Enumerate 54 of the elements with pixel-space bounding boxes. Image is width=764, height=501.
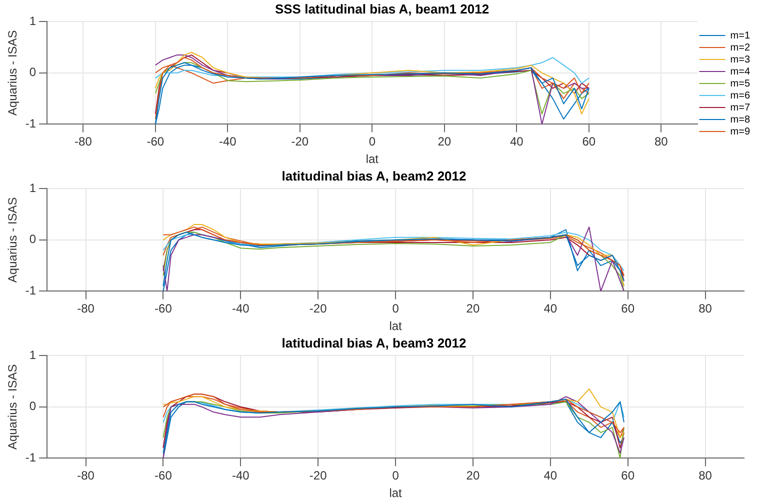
- x-tick-label: 60: [621, 468, 635, 483]
- legend-label: m=1: [730, 30, 750, 42]
- x-tick-label: 60: [621, 302, 635, 316]
- x-tick-label: 0: [392, 302, 400, 316]
- legend-label: m=2: [730, 42, 750, 54]
- x-tick-label: 0: [392, 468, 400, 483]
- y-tick-label: -1: [25, 116, 36, 131]
- x-tick-label: 0: [368, 134, 376, 149]
- y-tick-label: 0: [29, 65, 36, 80]
- x-tick-label: -80: [74, 134, 92, 149]
- y-tick-label: 1: [29, 14, 36, 28]
- x-tick-label: -60: [154, 302, 172, 316]
- x-tick-label: -60: [154, 468, 172, 483]
- x-tick-label: -20: [309, 468, 328, 483]
- chart-title: SSS latitudinal bias A, beam1 2012: [274, 1, 490, 16]
- x-tick-label: 80: [654, 134, 668, 149]
- legend-label: m=3: [730, 54, 750, 66]
- x-tick-label: -40: [232, 302, 250, 316]
- x-tick-label: 40: [510, 134, 524, 149]
- chart-title: latitudinal bias A, beam2 2012: [282, 168, 466, 184]
- legend-label: m=6: [730, 90, 750, 102]
- x-tick-label: 80: [698, 302, 712, 316]
- y-tick-label: 0: [29, 232, 36, 246]
- y-tick-label: -1: [25, 284, 36, 298]
- x-tick-label: 60: [582, 134, 596, 149]
- x-tick-label: -20: [309, 302, 328, 316]
- y-axis-title: Aquarius - ISAS: [6, 197, 20, 283]
- x-tick-label: -40: [219, 134, 237, 149]
- x-tick-label: 80: [698, 468, 712, 483]
- legend-label: m=8: [730, 114, 750, 126]
- x-tick-label: 20: [438, 134, 452, 149]
- x-tick-label: -60: [146, 134, 164, 149]
- x-tick-label: -80: [77, 302, 95, 316]
- x-tick-label: -80: [77, 468, 95, 483]
- legend-label: m=5: [730, 78, 750, 90]
- y-tick-label: 0: [29, 399, 36, 414]
- y-tick-label: 1: [29, 180, 36, 195]
- x-tick-label: -40: [232, 468, 250, 483]
- legend-label: m=9: [730, 126, 750, 138]
- y-tick-label: 1: [29, 348, 36, 362]
- x-tick-label: 40: [544, 468, 558, 483]
- x-axis-title: lat: [389, 319, 403, 334]
- x-axis-title: lat: [389, 486, 403, 500]
- x-tick-label: 20: [466, 468, 480, 483]
- y-axis-title: Aquarius - ISAS: [6, 30, 20, 116]
- legend-label: m=4: [730, 66, 750, 78]
- legend-label: m=7: [730, 102, 750, 114]
- y-axis-title: Aquarius - ISAS: [6, 364, 20, 450]
- x-tick-label: 20: [466, 302, 480, 316]
- x-tick-label: 40: [544, 302, 558, 316]
- x-tick-label: -20: [291, 134, 309, 149]
- x-axis-title: lat: [366, 152, 380, 166]
- chart-title: latitudinal bias A, beam3 2012: [282, 335, 466, 350]
- y-tick-label: -1: [25, 450, 36, 465]
